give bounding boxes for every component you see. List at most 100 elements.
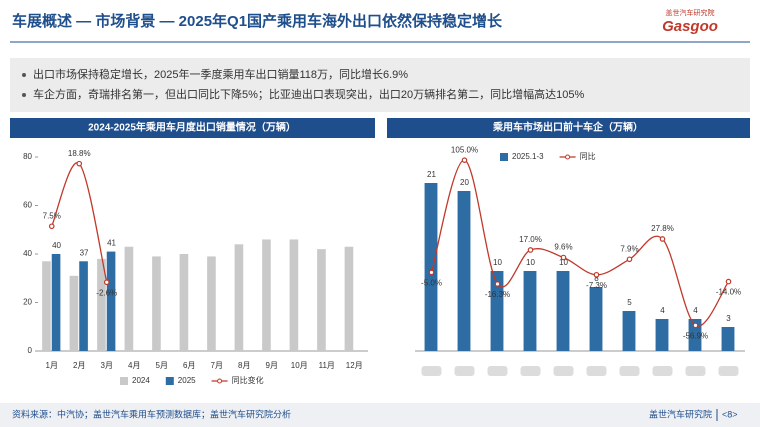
x-tick-label: 11月 xyxy=(319,361,335,370)
bar xyxy=(556,271,570,351)
bar xyxy=(490,271,504,351)
x-tick-label: 7月 xyxy=(211,361,223,370)
panel-header xyxy=(10,118,375,138)
data-label: 20 xyxy=(460,178,469,187)
line-marker xyxy=(560,254,567,261)
line-marker xyxy=(725,278,732,285)
x-tick-label: 9月 xyxy=(266,361,278,370)
bar xyxy=(69,275,79,351)
x-tick-label: 10月 xyxy=(291,361,308,370)
brand-logo xyxy=(520,366,541,376)
data-label: 10 xyxy=(493,258,502,267)
logo-brand: Gasgoo xyxy=(662,18,718,35)
data-label: -16.3% xyxy=(485,290,510,299)
data-label: 37 xyxy=(80,248,89,257)
legend-swatch xyxy=(565,154,571,160)
line-marker xyxy=(659,236,666,242)
slide-title: 车展概述 — 市场背景 — 2025年Q1国产乘用车海外出口依然保持稳定增长 xyxy=(12,12,503,30)
brand-logo xyxy=(685,366,706,376)
brand-logo xyxy=(652,366,673,376)
bar xyxy=(51,254,61,351)
footer-source: 资料来源：中汽协；盖世汽车乘用车预测数据库；盖世汽车研究院分析 xyxy=(12,408,291,419)
bullet: 出口市场保持稳定增长，2025年一季度乘用车出口销量118万，同比增长6.9% xyxy=(33,67,408,81)
legend-label: 同比 xyxy=(580,151,596,161)
line-marker xyxy=(103,279,110,286)
brand-logo xyxy=(553,366,574,376)
bar xyxy=(688,319,702,351)
line-marker xyxy=(48,223,55,230)
data-label: 41 xyxy=(107,239,116,248)
footer-page: <8> xyxy=(722,409,738,419)
x-tick-label: 12月 xyxy=(346,361,363,370)
legend-label: 同比变化 xyxy=(232,375,264,385)
data-label: 3 xyxy=(726,314,731,323)
data-label: 7.9% xyxy=(620,244,638,253)
line-marker xyxy=(593,271,600,278)
line-marker xyxy=(527,247,534,253)
bullet-dot xyxy=(22,93,26,97)
chart-title: 2024-2025年乘用车月度出口销量情况（万辆） xyxy=(88,121,296,134)
y-tick-label: 80 xyxy=(23,152,32,161)
data-label: 21 xyxy=(427,170,436,179)
brand-logo xyxy=(421,366,442,376)
line-marker xyxy=(461,157,468,163)
chart-title: 乘用车市场出口前十车企（万辆） xyxy=(492,121,643,134)
bar xyxy=(721,327,735,351)
logo-name: 盖世汽车研究院 xyxy=(666,8,715,17)
bar xyxy=(42,261,51,351)
data-label: 4 xyxy=(660,306,665,315)
data-label: 17.0% xyxy=(519,235,542,244)
bar xyxy=(655,319,669,351)
data-label: 105.0% xyxy=(451,145,478,154)
legend-label: 2024 xyxy=(132,376,150,385)
line-marker xyxy=(692,322,699,329)
data-label: -14.0% xyxy=(716,288,741,297)
legend-label: 2025 xyxy=(178,376,196,385)
x-tick-label: 3月 xyxy=(101,361,113,370)
bullet: 车企方面，奇瑞排名第一，但出口同比下降5%；比亚迪出口表现突出，出口20万辆排名… xyxy=(33,87,584,101)
x-tick-label: 1月 xyxy=(46,361,58,370)
line-marker xyxy=(76,160,83,167)
data-label: -56.9% xyxy=(683,331,708,340)
legend-swatch xyxy=(500,153,508,161)
bar xyxy=(207,256,216,351)
y-tick-label: 40 xyxy=(23,249,32,258)
legend-swatch xyxy=(165,377,174,385)
bar xyxy=(97,258,106,351)
panel-header xyxy=(387,118,750,138)
line-marker xyxy=(494,281,501,287)
x-tick-label: 5月 xyxy=(156,361,168,370)
data-label: 10 xyxy=(526,258,535,267)
legend-label: 2025.1-3 xyxy=(512,152,544,161)
y-tick-label: 20 xyxy=(23,298,32,307)
bar xyxy=(79,261,88,351)
data-label: -5.0% xyxy=(421,279,442,288)
bullet-box xyxy=(10,58,750,112)
bar xyxy=(152,256,161,351)
brand-logo xyxy=(487,366,508,376)
line xyxy=(430,159,730,327)
bar xyxy=(234,244,244,351)
brand-logo xyxy=(454,366,475,376)
x-tick-label: 2月 xyxy=(73,361,85,370)
brand-logo xyxy=(718,366,739,376)
data-label: 9.6% xyxy=(554,243,572,252)
data-label: 27.8% xyxy=(651,224,674,233)
bar xyxy=(589,287,603,351)
data-label: 7.5% xyxy=(43,211,61,220)
footer-org: 盖世汽车研究院 xyxy=(649,408,712,419)
bar xyxy=(523,271,537,351)
bar xyxy=(106,251,116,351)
data-label: 8 xyxy=(594,274,599,283)
x-tick-label: 8月 xyxy=(238,361,250,370)
brand-logo xyxy=(619,366,640,376)
data-label: 10 xyxy=(559,258,568,267)
data-label: -2.6% xyxy=(96,288,117,297)
bar xyxy=(289,239,299,351)
y-tick-label: 60 xyxy=(23,201,32,210)
data-label: 5 xyxy=(627,298,632,307)
y-tick-label: 0 xyxy=(28,346,33,355)
legend-swatch xyxy=(120,377,128,385)
bar xyxy=(124,246,134,351)
bar xyxy=(344,246,354,351)
